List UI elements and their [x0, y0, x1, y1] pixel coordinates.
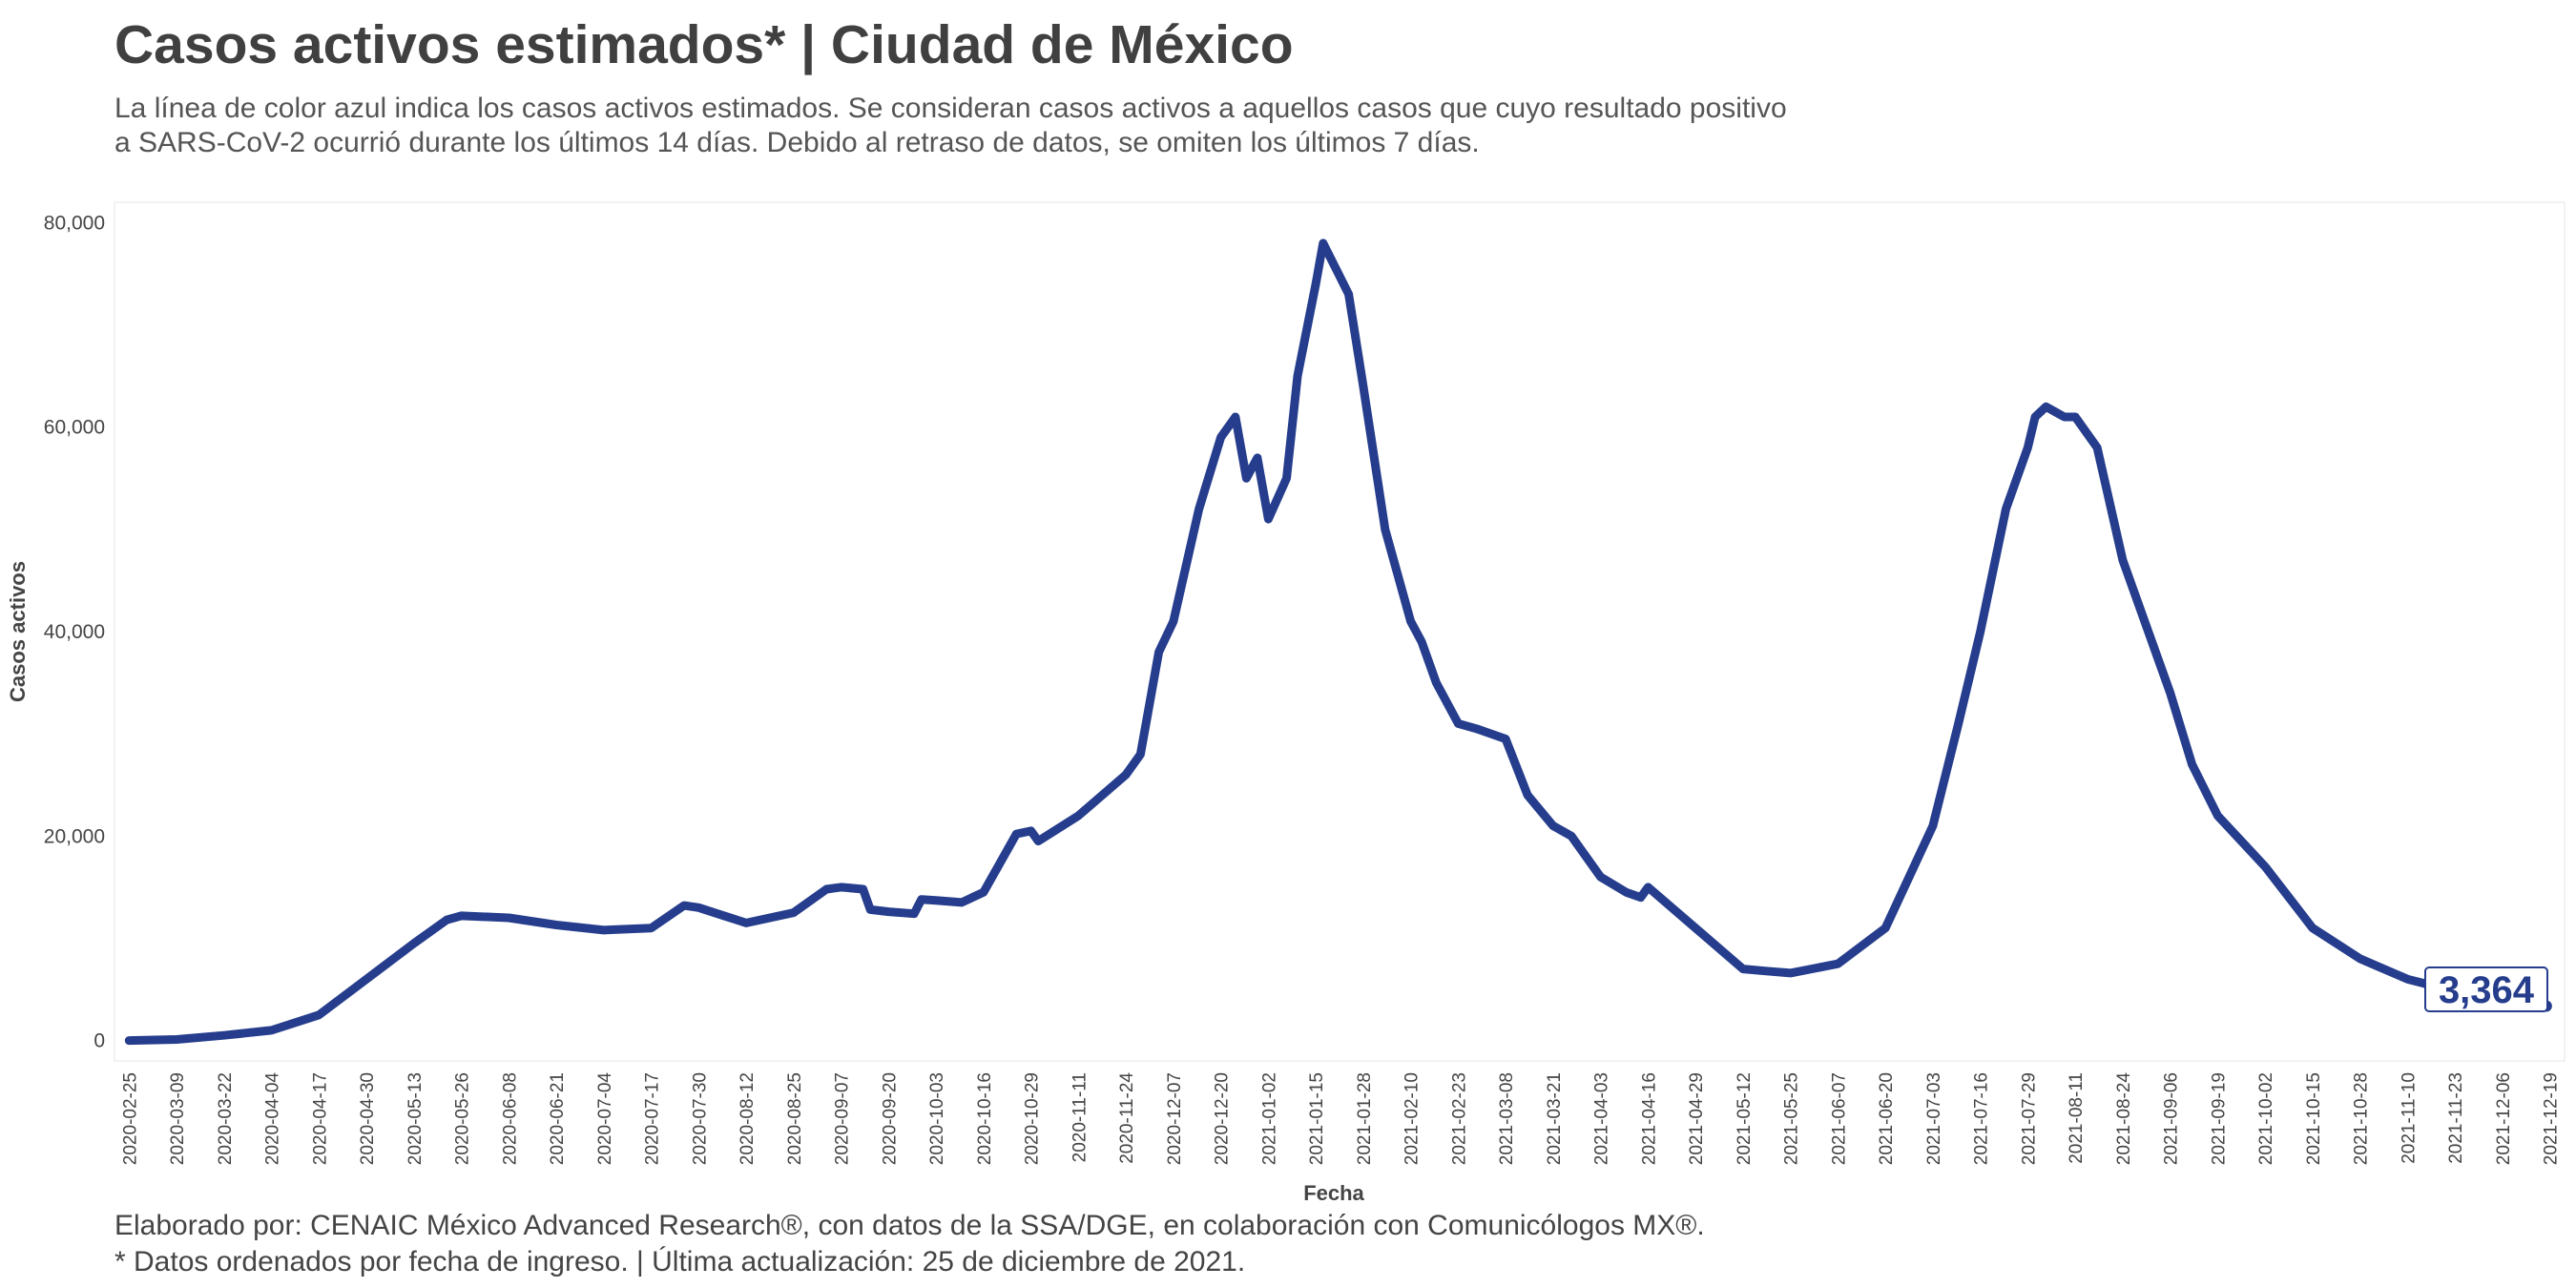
x-tick-label: 2020-05-13: [405, 1072, 426, 1165]
x-tick-label: 2020-10-16: [975, 1072, 995, 1165]
subtitle-line-1: La línea de color azul indica los casos …: [114, 93, 1787, 124]
x-tick-label: 2020-04-17: [310, 1072, 330, 1165]
x-tick-label: 2020-05-26: [453, 1072, 473, 1165]
caption-line-2: * Datos ordenados por fecha de ingreso. …: [114, 1246, 1246, 1278]
x-tick-label: 2021-01-15: [1307, 1072, 1327, 1165]
x-tick-label: 2020-04-30: [358, 1072, 378, 1165]
y-tick-label: 20,000: [44, 825, 105, 847]
x-tick-label: 2020-08-25: [785, 1072, 805, 1165]
x-tick-label: 2021-04-03: [1592, 1072, 1612, 1165]
y-tick-label: 80,000: [44, 212, 105, 234]
x-tick-label: 2021-01-02: [1259, 1072, 1279, 1165]
x-tick-label: 2020-12-20: [1213, 1072, 1233, 1165]
x-tick-label: 2021-05-12: [1735, 1072, 1755, 1165]
x-tick-label: 2021-05-25: [1782, 1072, 1802, 1165]
x-tick-label: 2021-12-06: [2494, 1072, 2514, 1165]
subtitle-line-2: a SARS-CoV-2 ocurrió durante los últimos…: [114, 127, 1480, 158]
x-tick-label: 2021-12-19: [2542, 1072, 2562, 1165]
x-tick-label: 2020-06-08: [500, 1072, 520, 1165]
x-tick-label: 2021-07-29: [2019, 1072, 2039, 1165]
last-value-box: [2424, 966, 2548, 1012]
x-axis-ticks: 2020-02-25 2020-03-09 2020-03-22 2020-04-04…: [120, 1072, 2561, 1166]
x-tick-label: 2020-07-17: [643, 1072, 663, 1165]
x-tick-label: 2020-09-07: [833, 1072, 853, 1165]
x-tick-label: 2020-10-29: [1023, 1072, 1043, 1165]
x-tick-label: 2020-08-12: [737, 1072, 758, 1165]
x-tick-label: 2021-03-08: [1497, 1072, 1517, 1165]
plot-panel: [114, 201, 2566, 1062]
x-tick-label: 2021-03-21: [1545, 1072, 1565, 1165]
x-tick-label: 2021-09-06: [2162, 1072, 2182, 1165]
x-tick-label: 2020-10-03: [927, 1072, 947, 1165]
x-axis-title: Fecha: [1303, 1181, 1364, 1205]
x-tick-label: 2021-10-02: [2256, 1072, 2276, 1165]
y-tick-label: 40,000: [44, 621, 105, 643]
x-tick-label: 2021-09-19: [2209, 1072, 2229, 1165]
x-tick-label: 2021-10-28: [2352, 1072, 2372, 1165]
x-tick-label: 2020-02-25: [120, 1072, 140, 1165]
x-tick-label: 2021-11-23: [2446, 1072, 2466, 1164]
x-tick-label: 2020-06-21: [548, 1072, 568, 1165]
x-tick-label: 2021-04-16: [1639, 1072, 1659, 1165]
x-tick-label: 2021-11-10: [2399, 1072, 2419, 1164]
x-tick-label: 2020-03-22: [216, 1072, 236, 1165]
x-tick-label: 2021-08-11: [2067, 1072, 2087, 1164]
x-tick-label: 2020-07-30: [690, 1072, 710, 1165]
x-tick-label: 2021-07-03: [1924, 1072, 1944, 1165]
x-tick-label: 2020-07-04: [595, 1072, 615, 1166]
chart-caption: Elaborado por: CENAIC México Advanced Re…: [114, 1208, 1705, 1280]
x-tick-label: 2020-04-04: [263, 1072, 283, 1166]
chart-title: Casos activos estimados* | Ciudad de Méx…: [114, 14, 1294, 75]
y-axis-ticks: 0 20,000 40,000 60,000 80,000: [44, 212, 105, 1051]
last-value-label: 3,364: [2439, 969, 2535, 1011]
x-tick-label: 2021-01-28: [1355, 1072, 1375, 1165]
last-value-badge: 3,364: [2424, 966, 2548, 1012]
active-cases-line: [124, 239, 2551, 1046]
x-tick-label: 2021-10-15: [2304, 1072, 2324, 1165]
x-tick-label: 2021-07-16: [1972, 1072, 1992, 1165]
x-tick-label: 2020-09-20: [880, 1072, 900, 1165]
x-tick-label: 2021-02-10: [1402, 1072, 1423, 1165]
x-tick-label: 2020-11-11: [1070, 1072, 1090, 1162]
y-axis-title: Casos activos: [6, 561, 30, 702]
y-tick-label: 0: [93, 1030, 105, 1052]
x-tick-label: 2020-12-07: [1165, 1072, 1185, 1165]
y-tick-label: 60,000: [44, 417, 105, 439]
x-tick-label: 2020-03-09: [168, 1072, 188, 1165]
x-tick-label: 2021-04-29: [1687, 1072, 1707, 1165]
caption-line-1: Elaborado por: CENAIC México Advanced Re…: [114, 1210, 1705, 1241]
x-tick-label: 2021-06-20: [1877, 1072, 1897, 1165]
x-tick-label: 2021-02-23: [1449, 1072, 1469, 1165]
x-tick-label: 2021-06-07: [1829, 1072, 1849, 1165]
x-tick-label: 2021-08-24: [2114, 1072, 2134, 1166]
chart-subtitle: La línea de color azul indica los casos …: [114, 92, 2023, 160]
x-tick-label: 2020-11-24: [1117, 1072, 1137, 1164]
